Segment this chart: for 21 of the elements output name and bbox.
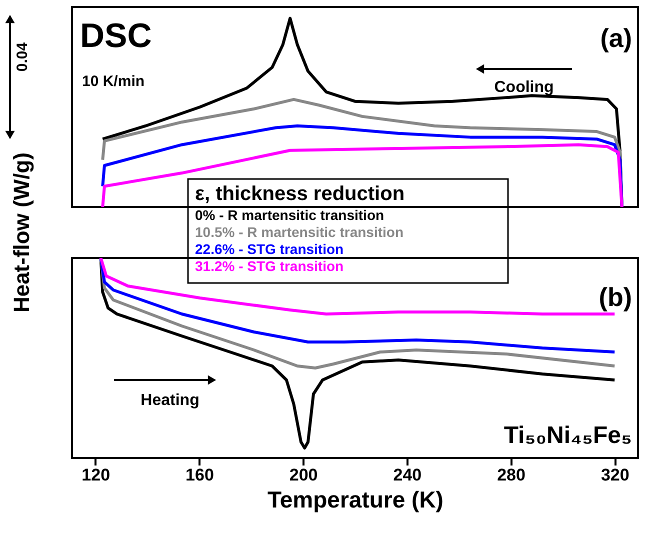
annotation: Heating — [140, 392, 200, 409]
annotation: 10 K/min — [82, 73, 145, 90]
text: 10.5% - R martensitic transition — [195, 224, 404, 240]
text: 0.04 — [14, 42, 31, 72]
x-tick-label: 160 — [186, 466, 214, 484]
x-tick-label: 120 — [82, 466, 110, 484]
x-tick-label: 200 — [289, 466, 318, 484]
x-tick-label: 280 — [497, 466, 526, 484]
text: 22.6% - STG transition — [195, 241, 344, 257]
x-tick-label: 240 — [393, 466, 422, 484]
annotation: Cooling — [494, 79, 554, 96]
annotation: DSC — [80, 17, 152, 55]
annotation: Ti₅₀Ni₄₅Fe₅ — [504, 422, 632, 449]
x-axis-title: Temperature (K) — [268, 486, 444, 512]
text: 0% - R martensitic transition — [195, 207, 384, 223]
y-axis-title: Heat-flow (W/g) — [9, 152, 34, 313]
text: 31.2% - STG transition — [195, 258, 344, 274]
annotation: (b) — [598, 282, 632, 312]
annotation: (a) — [600, 23, 632, 53]
x-tick-label: 320 — [600, 466, 630, 484]
legend-title: ε, thickness reduction — [195, 183, 405, 205]
